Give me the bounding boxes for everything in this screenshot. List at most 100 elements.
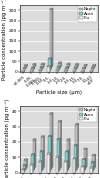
Polygon shape bbox=[39, 69, 42, 71]
Polygon shape bbox=[92, 154, 96, 155]
Polygon shape bbox=[69, 63, 70, 67]
Legend: Napht, Acen, Flu: Napht, Acen, Flu bbox=[78, 6, 97, 22]
Polygon shape bbox=[33, 140, 35, 168]
Polygon shape bbox=[27, 159, 28, 168]
Polygon shape bbox=[67, 64, 69, 67]
Polygon shape bbox=[27, 64, 28, 67]
Polygon shape bbox=[81, 166, 84, 173]
Polygon shape bbox=[58, 156, 59, 173]
Polygon shape bbox=[41, 136, 44, 137]
Polygon shape bbox=[95, 64, 96, 67]
Polygon shape bbox=[92, 66, 95, 67]
Polygon shape bbox=[24, 66, 27, 67]
Polygon shape bbox=[74, 67, 77, 68]
Polygon shape bbox=[84, 149, 86, 168]
Polygon shape bbox=[84, 70, 85, 72]
Polygon shape bbox=[90, 167, 93, 168]
Polygon shape bbox=[81, 70, 85, 71]
Polygon shape bbox=[22, 170, 24, 173]
Polygon shape bbox=[82, 159, 85, 170]
Polygon shape bbox=[91, 163, 94, 170]
Polygon shape bbox=[75, 125, 78, 168]
Polygon shape bbox=[41, 161, 42, 173]
Polygon shape bbox=[24, 70, 25, 72]
Polygon shape bbox=[95, 154, 96, 168]
Polygon shape bbox=[40, 66, 43, 68]
Polygon shape bbox=[91, 161, 94, 163]
Polygon shape bbox=[24, 159, 28, 160]
Polygon shape bbox=[39, 161, 42, 162]
Polygon shape bbox=[50, 8, 53, 9]
Polygon shape bbox=[57, 67, 60, 69]
Polygon shape bbox=[41, 137, 44, 168]
Polygon shape bbox=[81, 71, 84, 72]
Polygon shape bbox=[39, 162, 41, 173]
Polygon shape bbox=[31, 67, 35, 68]
Polygon shape bbox=[90, 70, 93, 71]
Polygon shape bbox=[58, 120, 62, 122]
Polygon shape bbox=[84, 148, 87, 149]
Polygon shape bbox=[50, 65, 51, 72]
Polygon shape bbox=[78, 123, 79, 168]
Polygon shape bbox=[67, 140, 69, 168]
Polygon shape bbox=[61, 62, 62, 67]
Polygon shape bbox=[39, 71, 41, 72]
Polygon shape bbox=[23, 164, 26, 166]
Polygon shape bbox=[68, 150, 69, 170]
Polygon shape bbox=[91, 67, 94, 69]
Polygon shape bbox=[57, 138, 60, 139]
Polygon shape bbox=[67, 70, 68, 72]
Polygon shape bbox=[50, 113, 53, 114]
Polygon shape bbox=[41, 64, 44, 67]
Polygon shape bbox=[51, 135, 52, 170]
Polygon shape bbox=[84, 64, 87, 66]
Polygon shape bbox=[31, 68, 34, 69]
Polygon shape bbox=[24, 160, 27, 168]
Polygon shape bbox=[90, 168, 92, 173]
Polygon shape bbox=[23, 67, 26, 69]
Polygon shape bbox=[82, 158, 86, 159]
Polygon shape bbox=[56, 157, 58, 173]
Polygon shape bbox=[30, 164, 34, 165]
Polygon shape bbox=[67, 63, 70, 64]
Polygon shape bbox=[47, 67, 50, 72]
Polygon shape bbox=[56, 69, 59, 70]
Polygon shape bbox=[22, 168, 25, 170]
Polygon shape bbox=[35, 139, 36, 168]
Polygon shape bbox=[24, 168, 25, 173]
Polygon shape bbox=[84, 66, 86, 67]
Polygon shape bbox=[30, 70, 34, 71]
Text: (a) summer: (a) summer bbox=[41, 113, 77, 118]
Polygon shape bbox=[33, 65, 35, 67]
Polygon shape bbox=[50, 114, 52, 168]
Polygon shape bbox=[73, 159, 76, 173]
Polygon shape bbox=[73, 70, 76, 71]
Polygon shape bbox=[92, 70, 93, 72]
Polygon shape bbox=[47, 153, 51, 154]
X-axis label: Particle size (μm): Particle size (μm) bbox=[36, 90, 82, 95]
Polygon shape bbox=[33, 139, 36, 140]
Polygon shape bbox=[64, 70, 68, 71]
Polygon shape bbox=[23, 166, 26, 170]
Polygon shape bbox=[47, 154, 50, 173]
Polygon shape bbox=[78, 63, 79, 67]
Polygon shape bbox=[30, 165, 33, 173]
Polygon shape bbox=[74, 68, 77, 69]
Polygon shape bbox=[52, 113, 53, 168]
Polygon shape bbox=[65, 150, 69, 152]
Polygon shape bbox=[92, 64, 96, 66]
Polygon shape bbox=[58, 122, 61, 168]
Polygon shape bbox=[86, 148, 87, 168]
Polygon shape bbox=[85, 67, 86, 69]
Polygon shape bbox=[33, 70, 34, 72]
Polygon shape bbox=[22, 71, 24, 72]
Polygon shape bbox=[74, 144, 77, 146]
Polygon shape bbox=[75, 123, 79, 125]
Polygon shape bbox=[84, 165, 85, 173]
Polygon shape bbox=[33, 164, 34, 173]
Y-axis label: Particle concentration (pg m⁻³): Particle concentration (pg m⁻³) bbox=[2, 0, 7, 80]
Polygon shape bbox=[65, 152, 68, 170]
Polygon shape bbox=[73, 71, 76, 72]
Polygon shape bbox=[65, 67, 69, 68]
Polygon shape bbox=[90, 71, 92, 72]
